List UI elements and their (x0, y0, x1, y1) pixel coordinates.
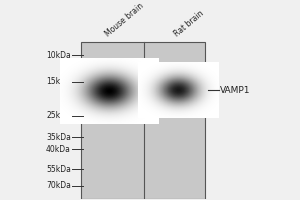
Text: 10kDa: 10kDa (46, 51, 71, 60)
Text: 25kDa: 25kDa (46, 111, 71, 120)
Text: Rat brain: Rat brain (172, 9, 206, 38)
Text: 70kDa: 70kDa (46, 181, 71, 190)
Bar (81, 42, 205, 199)
Text: VAMP1: VAMP1 (220, 86, 251, 95)
Text: 35kDa: 35kDa (46, 133, 71, 142)
Text: 15kDa: 15kDa (46, 77, 71, 86)
Text: Mouse brain: Mouse brain (104, 1, 146, 38)
Text: 55kDa: 55kDa (46, 165, 71, 174)
Text: 40kDa: 40kDa (46, 145, 71, 154)
